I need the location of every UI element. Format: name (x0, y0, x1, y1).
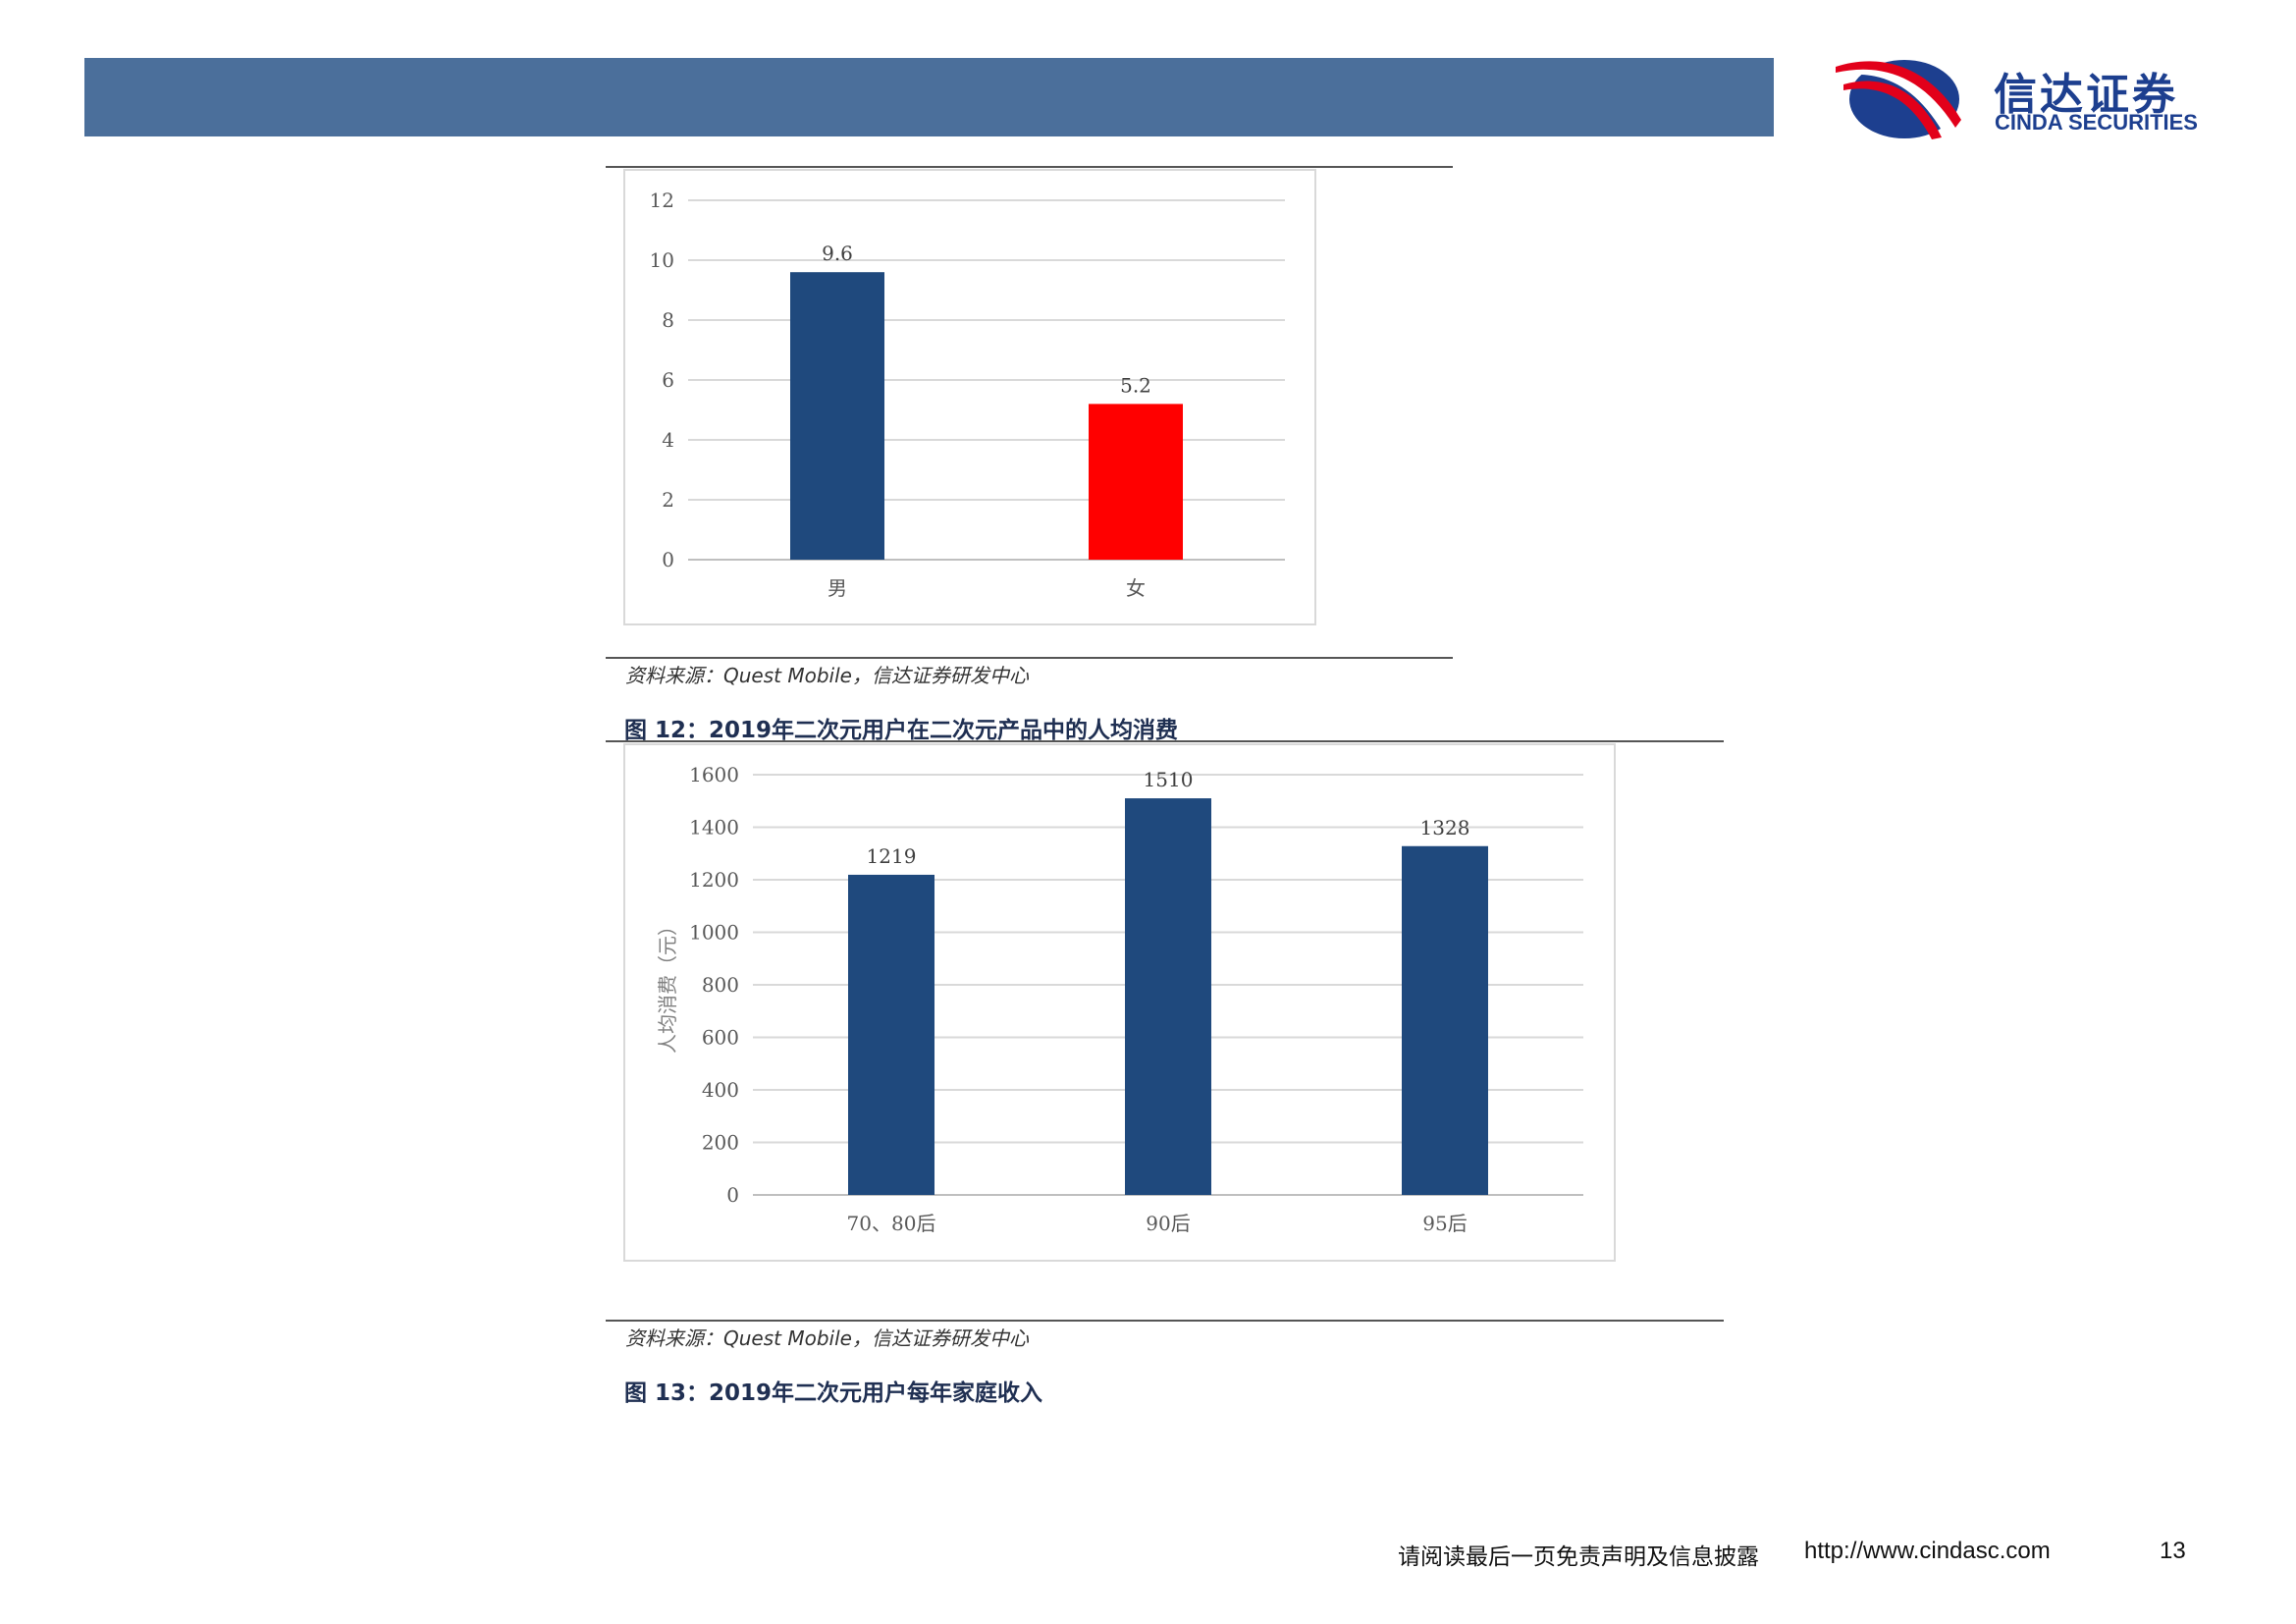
brand-name-en: CINDA SECURITIES (1995, 110, 2198, 135)
bar (848, 874, 934, 1195)
x-category-label: 90后 (1146, 1212, 1190, 1235)
figure2-top-rule (606, 740, 1724, 742)
figure1-chart: 0 2 4 6 8 10 12 9.6 男 5.2 女 (623, 169, 1316, 625)
y-tick-label: 800 (702, 973, 739, 997)
figure2-source: 资料来源：Quest Mobile，信达证券研发中心 (625, 1326, 1029, 1350)
y-tick-label: 400 (702, 1078, 739, 1102)
y-tick-label: 200 (702, 1131, 739, 1155)
y-tick-label: 12 (650, 189, 674, 212)
bar (1402, 845, 1488, 1195)
x-category-label: 70、80后 (847, 1212, 936, 1235)
y-tick-label: 2 (662, 488, 674, 512)
data-label: 9.6 (822, 242, 853, 265)
footer-url-link[interactable]: http://www.cindasc.com (1804, 1538, 2051, 1564)
figure2-chart-svg: 0 200 400 600 800 1000 1200 1400 1600 1219 70、80后 1… (656, 763, 1583, 1235)
y-tick-label: 0 (726, 1183, 739, 1207)
y-tick-label: 1000 (689, 921, 739, 945)
figure3-title: 图 13：2019年二次元用户每年家庭收入 (624, 1380, 1043, 1406)
x-category-label: 女 (1126, 576, 1146, 600)
x-category-label: 95后 (1422, 1212, 1467, 1235)
footer-disclaimer: 请阅读最后一页免责声明及信息披露 (1398, 1544, 1759, 1570)
y-tick-label: 600 (702, 1026, 739, 1050)
x-category-label: 男 (828, 576, 847, 600)
brand-logo: 信达证券 CINDA SECURITIES (1834, 55, 2246, 143)
y-tick-label: 8 (662, 308, 674, 332)
header-band (84, 58, 1774, 136)
data-label: 1219 (867, 844, 917, 868)
figure2-bottom-rule (606, 1320, 1724, 1322)
bar (1089, 404, 1183, 560)
bar (1125, 798, 1211, 1195)
y-tick-label: 0 (662, 548, 674, 571)
y-axis-label: 人均消费（元） (656, 916, 679, 1054)
figure2-title: 图 12：2019年二次元用户在二次元产品中的人均消费 (624, 718, 1179, 743)
data-label: 5.2 (1120, 373, 1151, 397)
data-label: 1510 (1144, 768, 1194, 791)
figure1-top-rule (606, 166, 1453, 168)
brand-name-cn: 信达证券 (1994, 70, 2178, 120)
data-label: 1328 (1420, 816, 1470, 839)
figure2-chart: 0 200 400 600 800 1000 1200 1400 1600 1219 70、80后 1… (623, 743, 1616, 1262)
y-tick-label: 1200 (689, 868, 739, 892)
figure1-bottom-rule (606, 657, 1453, 659)
y-tick-label: 1400 (689, 816, 739, 839)
page-number: 13 (2160, 1538, 2186, 1564)
y-tick-label: 1600 (689, 763, 739, 786)
figure1-source: 资料来源：Quest Mobile，信达证券研发中心 (625, 664, 1029, 687)
y-tick-label: 10 (650, 248, 674, 272)
y-tick-label: 4 (662, 428, 674, 452)
cinda-logo-icon (1836, 60, 1961, 139)
figure1-chart-svg: 0 2 4 6 8 10 12 9.6 男 5.2 女 (650, 189, 1285, 600)
y-tick-label: 6 (662, 368, 674, 392)
bar (790, 272, 884, 560)
